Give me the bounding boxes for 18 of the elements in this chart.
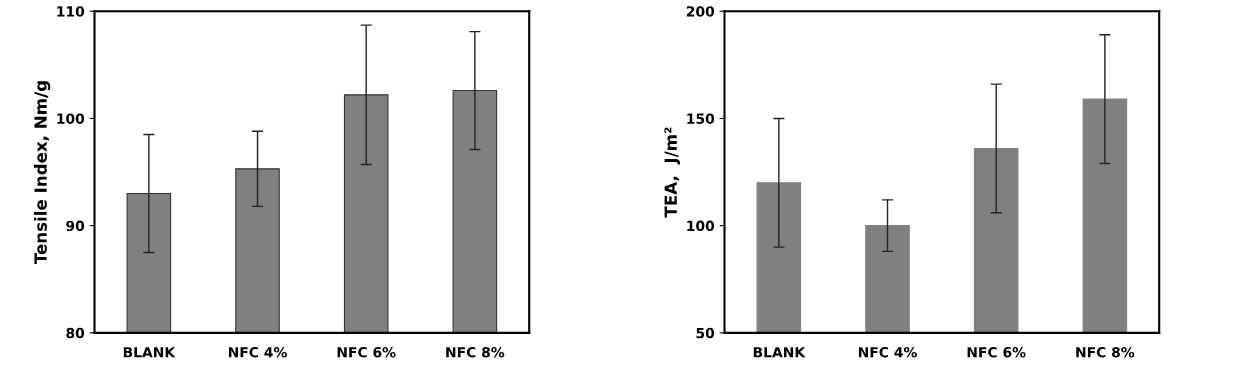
- x-tick-label: NFC 6%: [337, 346, 396, 358]
- x-tick-label: NFC 6%: [967, 346, 1026, 358]
- y-tick-label: 90: [66, 220, 85, 232]
- y-tick-label: 150: [687, 113, 715, 124]
- x-tick-label: BLANK: [123, 347, 176, 358]
- y-tick-label: 110: [57, 6, 85, 17]
- y-tick-label: 80: [66, 327, 85, 339]
- x-tick-label: NFC 4%: [228, 346, 287, 358]
- x-tick-label: NFC 8%: [1076, 346, 1135, 358]
- x-tick-label: NFC 4%: [858, 346, 917, 358]
- y-axis-title: TEA, J/m²: [664, 127, 681, 218]
- y-tick-label: 50: [696, 327, 715, 339]
- x-tick-label: NFC 8%: [446, 346, 505, 358]
- y-axis-title: Tensile Index, Nm/g: [33, 81, 51, 265]
- y-tick-label: 200: [686, 6, 715, 17]
- x-tick-label: BLANK: [753, 347, 806, 358]
- y-tick-label: 100: [687, 220, 715, 232]
- y-tick-label: 100: [57, 113, 85, 124]
